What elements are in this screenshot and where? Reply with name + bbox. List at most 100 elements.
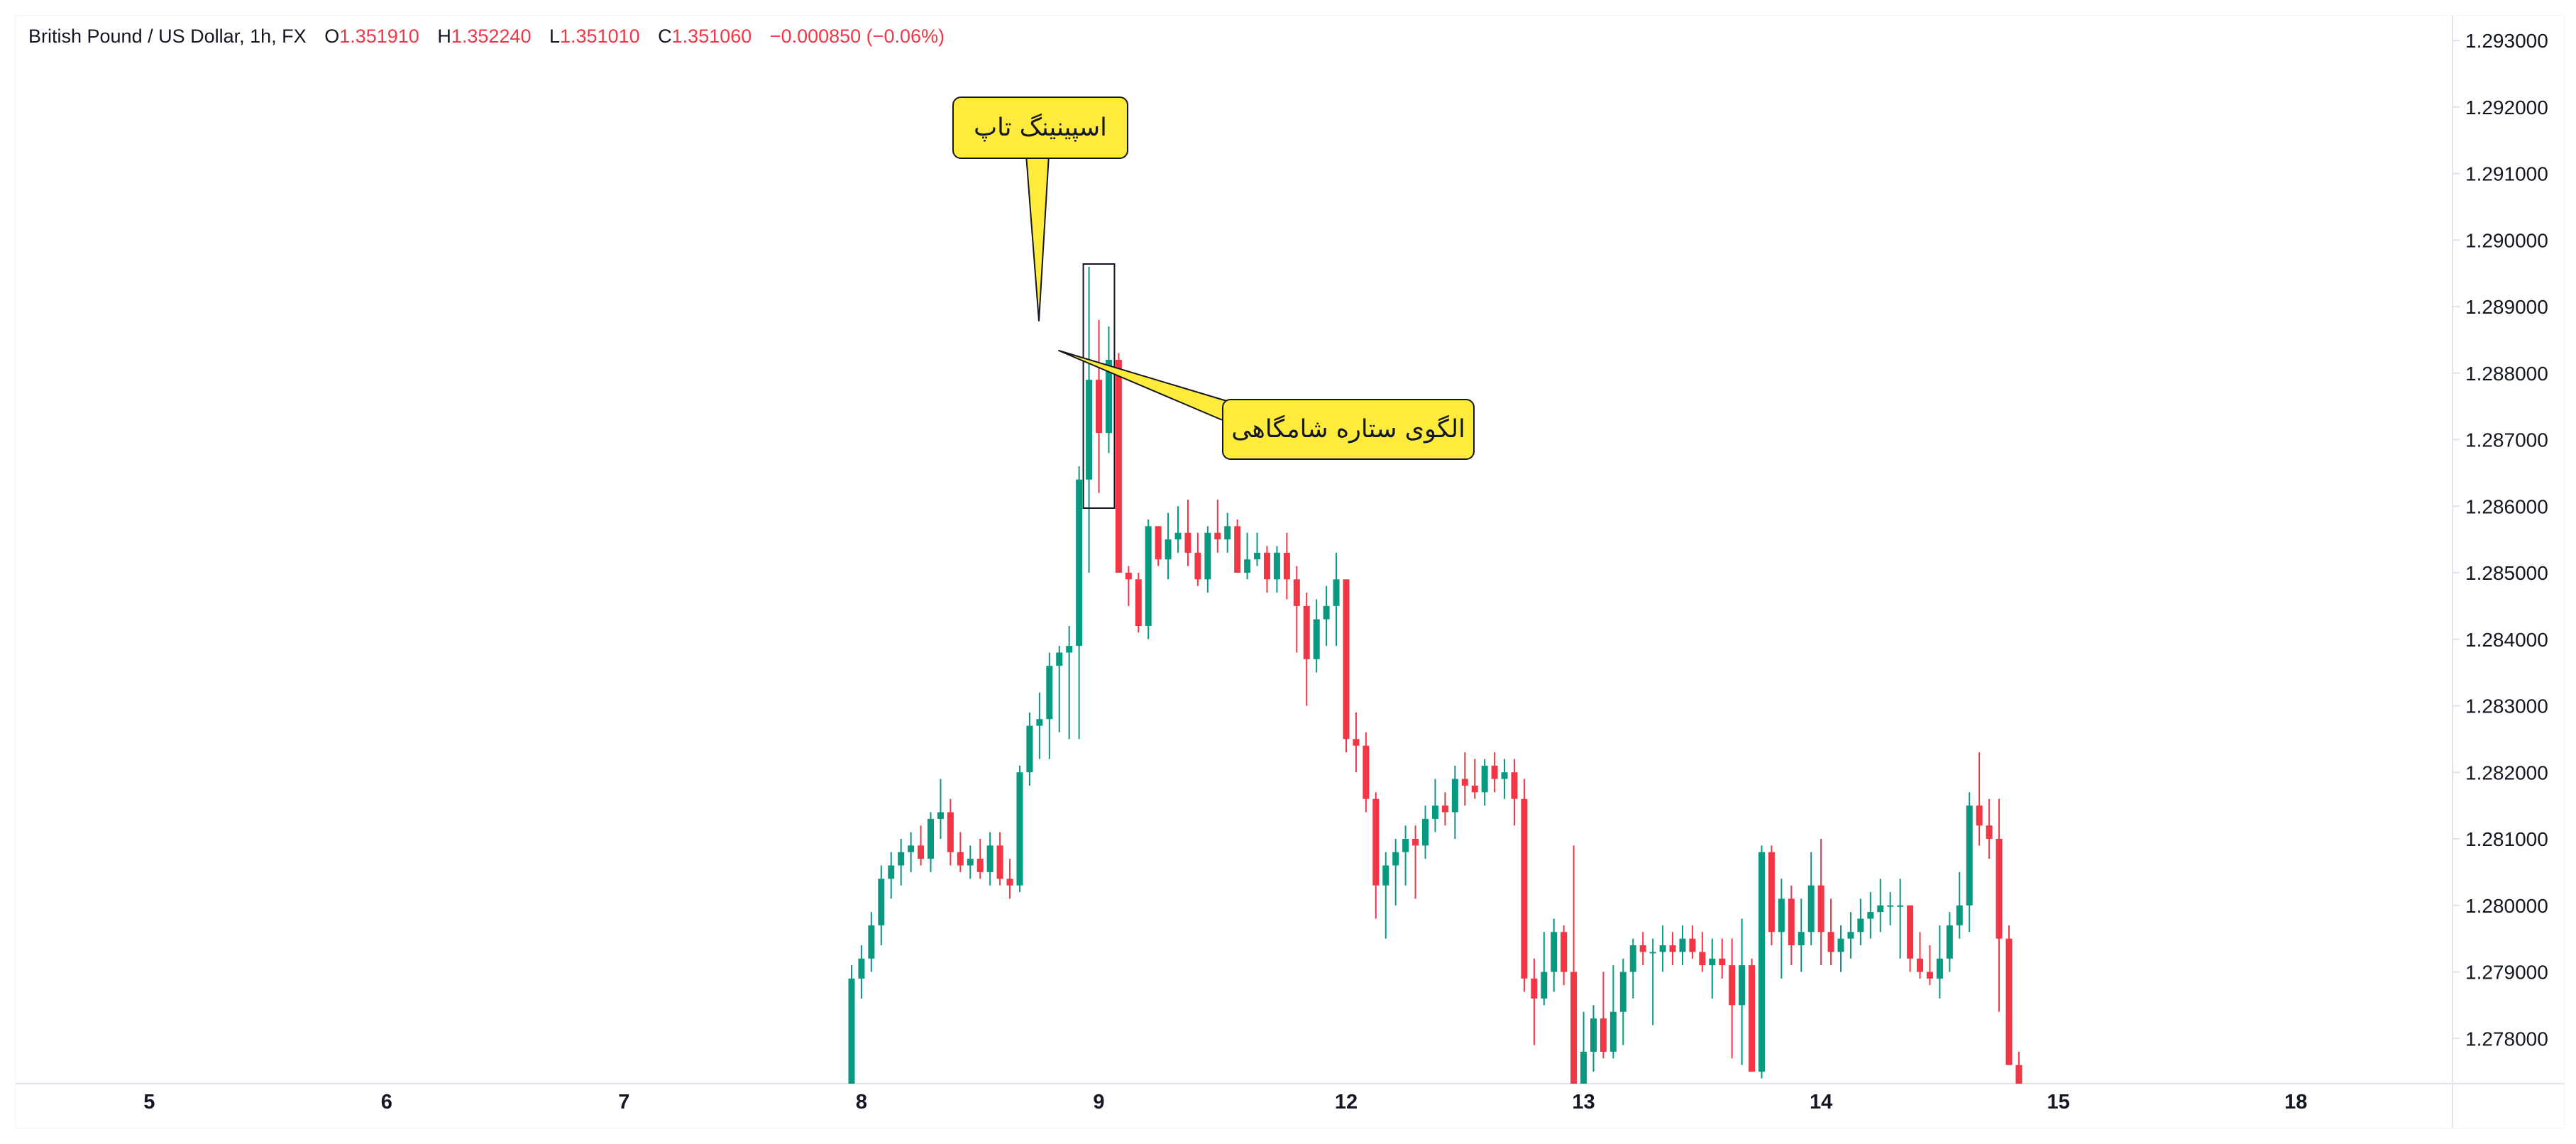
- x-tick-label: 12: [1335, 1091, 1358, 1113]
- candle-body: [1263, 552, 1270, 580]
- candle-body: [1234, 526, 1241, 573]
- x-tick-label: 18: [2284, 1091, 2307, 1113]
- candle-body: [1313, 619, 1320, 659]
- candle-body: [1501, 772, 1508, 779]
- chart-header: British Pound / US Dollar, 1h, FX O1.351…: [28, 26, 945, 48]
- candle-body: [1649, 952, 1656, 954]
- y-tick-label: 1.289000: [2465, 296, 2548, 318]
- y-tick-label: 1.281000: [2465, 828, 2548, 850]
- candle-body: [1293, 579, 1300, 606]
- candle-body: [1877, 905, 1884, 913]
- y-tick-label: 1.292000: [2465, 97, 2548, 119]
- candle-body: [1283, 552, 1290, 580]
- candle-body: [1976, 805, 1983, 826]
- close-label: C: [658, 26, 672, 47]
- candle-body: [1580, 1052, 1587, 1084]
- candle-body: [918, 845, 925, 859]
- candle-body: [1461, 779, 1468, 786]
- candle-body: [1561, 932, 1568, 972]
- candle-body: [858, 958, 865, 979]
- shooting-star-callout: الگوی ستاره شامگاهی: [1222, 399, 1475, 460]
- high-label: H: [437, 26, 451, 47]
- candle-body: [1333, 579, 1340, 606]
- candle-body: [1827, 932, 1834, 952]
- candle-body: [1887, 905, 1894, 907]
- candle-body: [1570, 972, 1578, 1084]
- candle-body: [1165, 539, 1172, 560]
- candle-body: [1639, 945, 1646, 952]
- candle-body: [1431, 805, 1438, 819]
- candle-body: [1739, 965, 1746, 1006]
- candle-body: [2015, 1065, 2022, 1084]
- candle-body: [1244, 559, 1251, 573]
- candle-body: [957, 852, 964, 866]
- x-tick-label: 6: [381, 1091, 392, 1113]
- candle-body: [1719, 958, 1726, 966]
- shooting-star-pointer: [1058, 350, 1230, 424]
- candle-body: [1273, 552, 1280, 580]
- spinning-top-label: اسپینینگ تاپ: [974, 114, 1107, 142]
- candle-body: [1481, 765, 1488, 793]
- candle-body: [1214, 532, 1221, 540]
- candle-body: [1006, 879, 1013, 886]
- low-label: L: [549, 26, 561, 47]
- candle-body: [1402, 839, 1409, 852]
- shooting-star-label: الگوی ستاره شامگاهی: [1231, 415, 1465, 444]
- x-tick-label: 13: [1572, 1091, 1595, 1113]
- candle-body: [2005, 938, 2013, 1065]
- y-tick-label: 1.283000: [2465, 695, 2548, 717]
- candle-body: [1056, 652, 1063, 666]
- candle-body: [878, 879, 885, 925]
- candle-body: [1917, 958, 1924, 972]
- open-label: O: [324, 26, 340, 47]
- candle-body: [1412, 839, 1419, 846]
- candle-body: [1936, 958, 1943, 979]
- candle-body: [1511, 772, 1518, 799]
- candle-body: [1392, 852, 1399, 866]
- candle-body: [1817, 885, 1824, 933]
- candle-body: [1086, 380, 1093, 480]
- candle-body: [1066, 646, 1073, 653]
- y-tick-label: 1.291000: [2465, 163, 2548, 185]
- candle-body: [1659, 945, 1666, 952]
- candle-body: [1758, 852, 1765, 1072]
- candle-body: [1798, 932, 1805, 945]
- candle-body: [1363, 745, 1370, 799]
- candle-body: [1155, 526, 1162, 560]
- candle-body: [996, 845, 1003, 879]
- spinning-top-pointer: [1025, 154, 1050, 321]
- candle-body: [1590, 1018, 1597, 1052]
- candle-body: [1857, 918, 1864, 933]
- candle-body: [1471, 786, 1478, 793]
- candle-body: [967, 859, 974, 866]
- candle-body: [908, 845, 915, 852]
- candle-body: [1125, 573, 1132, 580]
- candle-body: [1353, 739, 1360, 746]
- candle-body: [1491, 765, 1498, 779]
- candle-body: [1996, 839, 2003, 939]
- candle-body: [1619, 972, 1626, 1012]
- x-tick-label: 7: [618, 1091, 629, 1113]
- candle-body: [1837, 938, 1844, 952]
- candle-body: [1135, 579, 1142, 626]
- x-tick-label: 8: [856, 1091, 867, 1113]
- close-value: 1.351060: [671, 26, 752, 47]
- candle-body: [1629, 945, 1636, 972]
- x-tick-label: 14: [1810, 1091, 1832, 1113]
- candle-body: [898, 852, 905, 866]
- candle-body: [976, 859, 984, 872]
- candle-body: [1115, 360, 1122, 573]
- pattern-highlight-box: [1082, 263, 1116, 509]
- candle-body: [1254, 552, 1261, 560]
- candle-body: [848, 978, 855, 1084]
- candle-body: [1807, 885, 1815, 933]
- y-tick-label: 1.286000: [2465, 495, 2548, 517]
- y-tick-label: 1.284000: [2465, 629, 2548, 651]
- y-tick-label: 1.279000: [2465, 962, 2548, 984]
- candle-body: [1204, 532, 1211, 580]
- candle-body: [1323, 605, 1330, 620]
- y-tick-label: 1.293000: [2465, 30, 2548, 52]
- candle-body: [1303, 605, 1310, 659]
- candle-body: [1689, 938, 1696, 952]
